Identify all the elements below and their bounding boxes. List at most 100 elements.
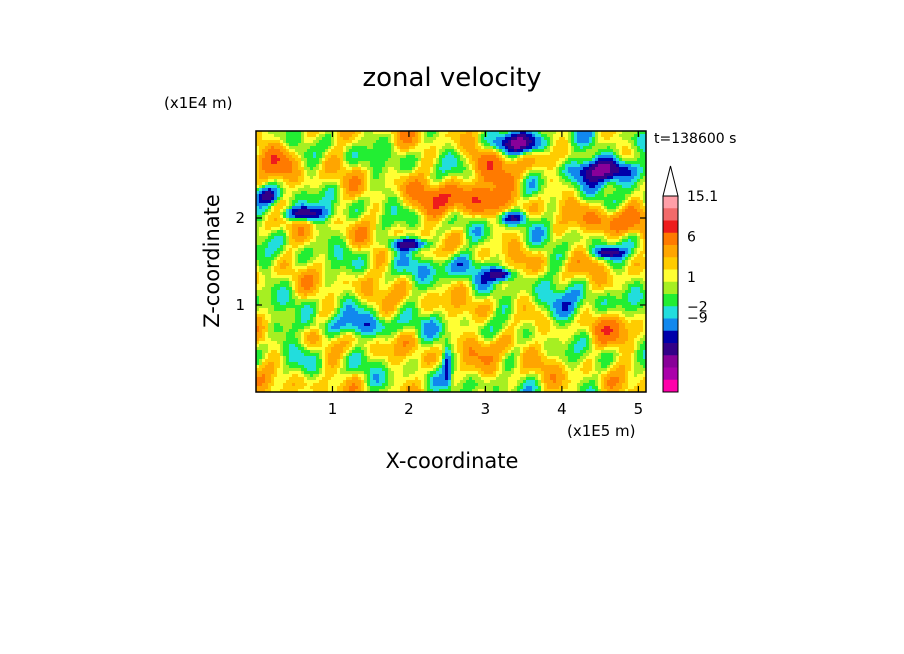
contour-cell	[559, 224, 563, 228]
contour-cell	[541, 227, 545, 231]
contour-cell	[580, 212, 584, 216]
contour-cell	[568, 158, 572, 162]
contour-cell	[412, 194, 416, 198]
contour-cell	[256, 197, 260, 201]
contour-cell	[385, 209, 389, 213]
contour-cell	[562, 227, 566, 231]
contour-cell	[448, 206, 452, 210]
contour-cell	[433, 185, 437, 189]
contour-cell	[325, 236, 329, 240]
contour-cell	[514, 140, 518, 144]
contour-cell	[292, 131, 296, 135]
contour-cell	[415, 185, 419, 189]
contour-cell	[448, 209, 452, 213]
contour-cell	[370, 176, 374, 180]
contour-cell	[592, 209, 596, 213]
contour-cell	[493, 173, 497, 177]
contour-cell	[643, 212, 647, 216]
contour-cell	[610, 179, 614, 183]
contour-cell	[310, 164, 314, 168]
contour-cell	[427, 188, 431, 192]
contour-cell	[550, 173, 554, 177]
contour-cell	[550, 152, 554, 156]
contour-cell	[643, 173, 647, 177]
contour-cell	[505, 194, 509, 198]
contour-cell	[637, 167, 641, 171]
contour-cell	[271, 194, 275, 198]
contour-cell	[418, 218, 422, 222]
contour-cell	[604, 227, 608, 231]
contour-cell	[481, 230, 485, 234]
contour-cell	[481, 134, 485, 138]
contour-cell	[505, 149, 509, 153]
contour-cell	[613, 161, 617, 165]
contour-cell	[574, 137, 578, 141]
contour-cell	[508, 152, 512, 156]
contour-cell	[427, 152, 431, 156]
contour-cell	[310, 167, 314, 171]
contour-cell	[379, 188, 383, 192]
contour-cell	[472, 191, 476, 195]
contour-cell	[262, 221, 266, 225]
contour-cell	[508, 197, 512, 201]
contour-cell	[307, 149, 311, 153]
contour-cell	[523, 158, 527, 162]
contour-cell	[574, 236, 578, 240]
contour-cell	[340, 161, 344, 165]
contour-cell	[541, 173, 545, 177]
contour-cell	[514, 167, 518, 171]
contour-cell	[628, 215, 632, 219]
contour-cell	[352, 236, 356, 240]
contour-cell	[433, 131, 437, 135]
contour-cell	[493, 161, 497, 165]
contour-cell	[478, 170, 482, 174]
contour-cell	[418, 221, 422, 225]
contour-cell	[385, 233, 389, 237]
contour-cell	[469, 140, 473, 144]
contour-cell	[544, 161, 548, 165]
contour-cell	[532, 164, 536, 168]
contour-cell	[361, 146, 365, 150]
contour-cell	[508, 155, 512, 159]
contour-cell	[412, 185, 416, 189]
contour-cell	[472, 194, 476, 198]
contour-cell	[415, 188, 419, 192]
contour-cell	[586, 227, 590, 231]
contour-cell	[463, 131, 467, 135]
contour-cell	[547, 218, 551, 222]
contour-cell	[400, 236, 404, 240]
contour-cell	[409, 191, 413, 195]
contour-cell	[355, 242, 359, 246]
contour-cell	[355, 233, 359, 237]
contour-cell	[430, 185, 434, 189]
contour-cell	[439, 218, 443, 222]
contour-cell	[502, 131, 506, 135]
contour-cell	[625, 215, 629, 219]
contour-cell	[589, 233, 593, 237]
contour-cell	[508, 206, 512, 210]
contour-cell	[496, 188, 500, 192]
contour-cell	[454, 152, 458, 156]
contour-cell	[394, 236, 398, 240]
contour-cell	[574, 242, 578, 246]
contour-cell	[433, 236, 437, 240]
contour-cell	[283, 221, 287, 225]
contour-cell	[520, 170, 524, 174]
contour-cell	[634, 224, 638, 228]
contour-cell	[433, 224, 437, 228]
contour-cell	[568, 242, 572, 246]
contour-cell	[574, 164, 578, 168]
contour-cell	[319, 152, 323, 156]
contour-cell	[289, 206, 293, 210]
contour-cell	[334, 236, 338, 240]
contour-cell	[631, 194, 635, 198]
contour-cell	[301, 188, 305, 192]
contour-cell	[400, 212, 404, 216]
contour-cell	[457, 164, 461, 168]
contour-cell	[634, 167, 638, 171]
contour-cell	[580, 131, 584, 135]
contour-cell	[484, 209, 488, 213]
contour-cell	[331, 194, 335, 198]
contour-cell	[400, 209, 404, 213]
contour-cell	[349, 167, 353, 171]
